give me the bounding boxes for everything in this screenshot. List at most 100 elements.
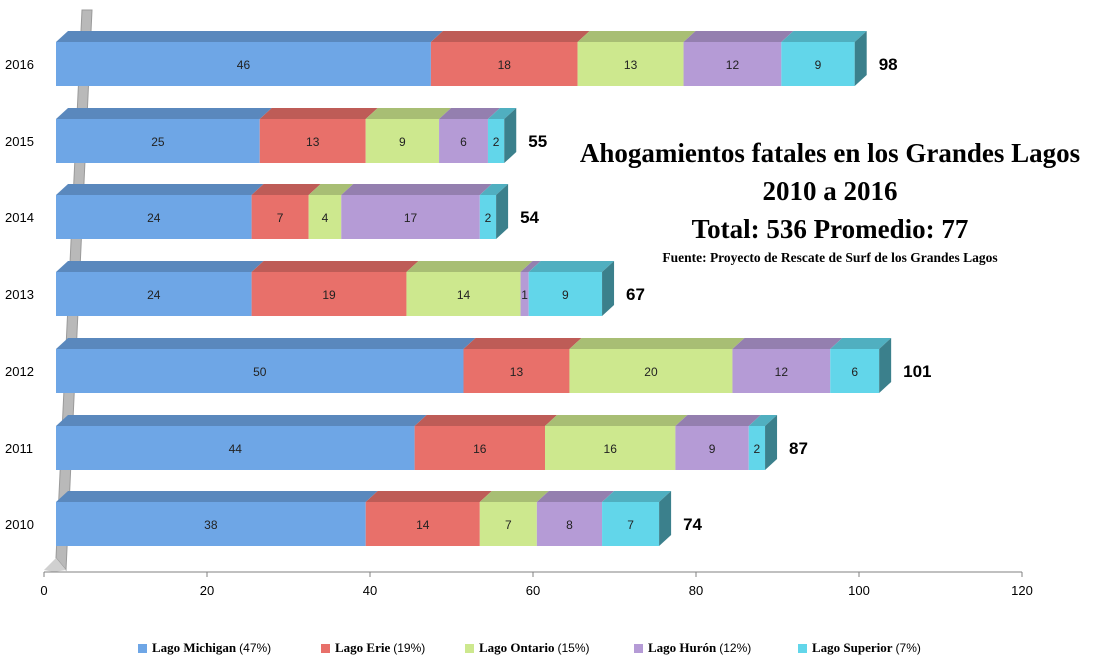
bar-segment-top-face xyxy=(251,261,419,272)
bar-value-label: 17 xyxy=(404,211,418,225)
bar-segment xyxy=(675,426,749,470)
bar-segment-top-face xyxy=(536,491,615,502)
y-category-label: 2014 xyxy=(5,210,34,225)
bar-value-label: 20 xyxy=(644,365,658,379)
x-tick-label: 80 xyxy=(689,583,703,598)
bar-segment-top-face xyxy=(56,261,264,272)
bar-segment-top-face xyxy=(781,31,867,42)
legend-label: Lago Hurón xyxy=(648,640,717,655)
bar-value-label: 7 xyxy=(277,211,284,225)
y-category-label: 2015 xyxy=(5,134,34,149)
bar-segment xyxy=(414,426,545,470)
bar-value-label: 46 xyxy=(237,58,251,72)
legend-label: Lago Ontario xyxy=(479,640,555,655)
bar-segment-top-face xyxy=(259,108,378,119)
bar-value-label: 16 xyxy=(473,442,487,456)
bar-segment xyxy=(479,195,497,239)
legend-label: Lago Michigan xyxy=(152,640,237,655)
legend-item-michigan: Lago Michigan (47%) xyxy=(138,640,271,656)
bar-segment-top-face xyxy=(56,31,443,42)
bar-value-label: 13 xyxy=(510,365,524,379)
bar-segment xyxy=(56,119,260,163)
bar-segment xyxy=(430,42,578,86)
bar-value-label: 9 xyxy=(709,442,716,456)
bar-segment-top-face xyxy=(430,31,590,42)
bar-value-label: 44 xyxy=(229,442,243,456)
bar-side-face xyxy=(496,184,509,239)
bar-segment xyxy=(365,502,480,546)
bar-segment xyxy=(602,502,660,546)
bar-segment-top-face xyxy=(56,338,476,349)
bar-segment-top-face xyxy=(577,31,696,42)
bar-value-label: 24 xyxy=(147,288,161,302)
bar-value-label: 6 xyxy=(851,365,858,379)
bar-total-label: 55 xyxy=(528,132,547,151)
legend-swatch-erie xyxy=(321,643,330,653)
legend-swatch-ontario xyxy=(465,643,474,653)
x-tick-label: 0 xyxy=(40,583,47,598)
bar-value-label: 13 xyxy=(624,58,638,72)
y-category-label: 2016 xyxy=(5,57,34,72)
chart-wall-base xyxy=(44,558,66,572)
bar-segment-top-face xyxy=(251,184,321,195)
bar-segment xyxy=(536,502,603,546)
bar-segment-top-face xyxy=(528,261,615,272)
y-category-label: 2013 xyxy=(5,287,34,302)
bar-value-label: 7 xyxy=(627,518,634,532)
bar-value-label: 50 xyxy=(253,365,267,379)
bar-value-label: 19 xyxy=(322,288,336,302)
bar-segment-top-face xyxy=(56,108,272,119)
bar-total-label: 101 xyxy=(903,362,931,381)
bar-segment xyxy=(463,349,570,393)
bar-segment xyxy=(56,195,252,239)
bar-segment-top-face xyxy=(365,108,452,119)
bar-segment-top-face xyxy=(439,108,500,119)
bar-value-label: 9 xyxy=(399,135,406,149)
bar-value-label: 18 xyxy=(498,58,512,72)
bar-value-label: 4 xyxy=(322,211,329,225)
legend-label: Lago Erie xyxy=(335,640,391,655)
bar-segment-top-face xyxy=(683,31,794,42)
y-category-label: 2011 xyxy=(5,441,33,456)
legend-item-huron: Lago Hurón (12%) xyxy=(634,640,751,656)
bar-total-label: 98 xyxy=(879,55,898,74)
bar-segment xyxy=(520,272,529,316)
chart-legend: Lago Michigan (47%) Lago Erie (19%) Lago… xyxy=(0,640,1095,660)
bar-segment xyxy=(830,349,880,393)
y-category-label: 2012 xyxy=(5,364,34,379)
bar-segment xyxy=(545,426,676,470)
bar-segment-top-face xyxy=(463,338,582,349)
bar-value-label: 8 xyxy=(566,518,573,532)
bar-segment xyxy=(487,119,505,163)
bar-segment-top-face xyxy=(487,108,517,119)
bar-total-label: 67 xyxy=(626,285,645,304)
legend-swatch-huron xyxy=(634,643,643,653)
bar-segment-top-face xyxy=(414,415,557,426)
bar-segment-top-face xyxy=(56,415,427,426)
bar-segment xyxy=(569,349,733,393)
bar-segment-top-face xyxy=(341,184,492,195)
legend-item-erie: Lago Erie (19%) xyxy=(321,640,425,656)
bar-segment xyxy=(781,42,855,86)
bar-segment xyxy=(439,119,488,163)
bar-value-label: 16 xyxy=(604,442,618,456)
bar-value-label: 9 xyxy=(562,288,569,302)
bar-value-label: 38 xyxy=(204,518,218,532)
chart-title: Ahogamientos fatales en los Grandes Lago… xyxy=(579,138,1081,168)
bar-segment xyxy=(577,42,684,86)
bar-segment-top-face xyxy=(56,184,264,195)
bar-segment-top-face xyxy=(732,338,843,349)
bar-total-label: 87 xyxy=(789,439,808,458)
bar-segment xyxy=(56,42,431,86)
bar-value-label: 14 xyxy=(457,288,471,302)
bar-segment-top-face xyxy=(308,184,354,195)
legend-percentage: (47%) xyxy=(239,641,272,655)
legend-swatch-michigan xyxy=(138,643,147,653)
bar-segment-top-face xyxy=(479,184,509,195)
chart-subtitle-years: 2010 a 2016 xyxy=(762,176,898,206)
bar-side-face xyxy=(765,415,778,470)
bar-total-label: 54 xyxy=(520,208,539,227)
bar-segment-top-face xyxy=(748,415,778,426)
bar-value-label: 2 xyxy=(754,442,761,456)
